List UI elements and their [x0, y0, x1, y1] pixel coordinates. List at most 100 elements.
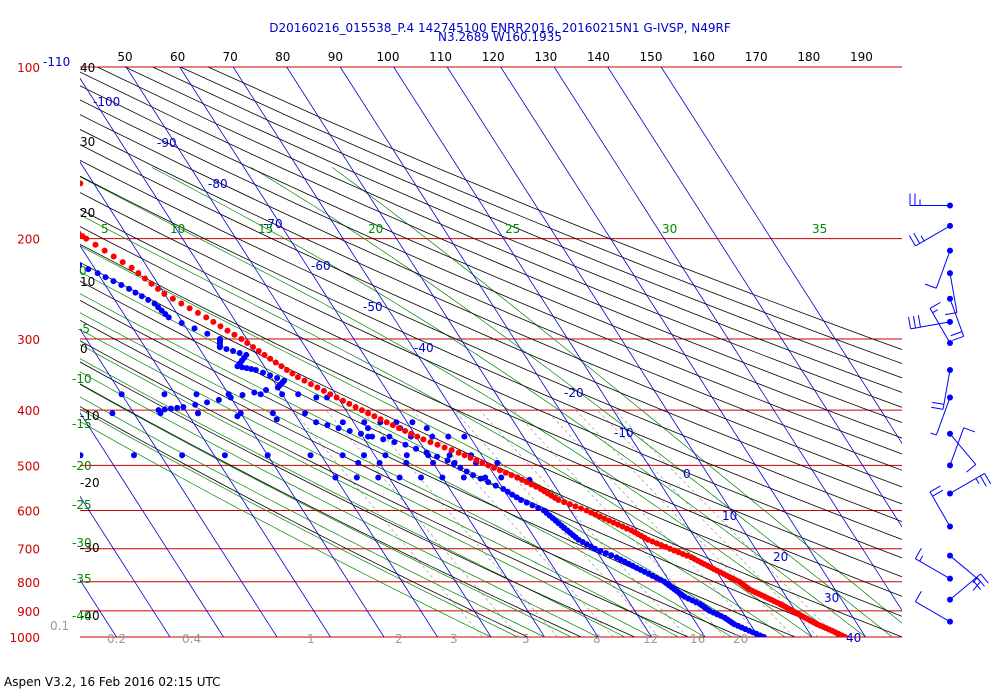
- dewpoint-point: [509, 491, 516, 498]
- temperature-point: [434, 441, 441, 448]
- temperature-point: [508, 472, 515, 479]
- mixing-ratio-12: [575, 409, 795, 637]
- dewpoint-point: [518, 497, 525, 504]
- wind-barb-staff: [915, 558, 951, 580]
- temperature-point: [606, 517, 613, 524]
- wind-barb-flag: [963, 427, 976, 433]
- temperature-point: [255, 348, 262, 355]
- temperature-point: [194, 309, 201, 316]
- moist-adiabat-5: [80, 293, 732, 637]
- dewpoint-scatter-point: [446, 452, 453, 459]
- wind-barb-staff: [949, 473, 985, 494]
- temperature-point: [578, 505, 585, 512]
- dewpoint-scatter-point: [365, 433, 372, 440]
- pressure-label-100: 100: [17, 61, 40, 75]
- pressure-label-400: 400: [17, 404, 40, 418]
- dewpoint-point: [485, 479, 492, 486]
- temperature-point: [231, 331, 238, 338]
- dewpoint-scatter-point: [353, 474, 360, 481]
- isotherm-label--10: -10: [614, 426, 634, 440]
- footer-caption: Aspen V3.2, 16 Feb 2016 02:15 UTC: [4, 675, 221, 689]
- temperature-point: [592, 511, 599, 518]
- dewpoint-point: [132, 289, 139, 296]
- top-tick-150: 150: [640, 50, 663, 64]
- dewpoint-scatter-point: [460, 474, 467, 481]
- temperature-point: [339, 397, 346, 404]
- temperature-point: [473, 457, 480, 464]
- mixing-ratio-8: [546, 409, 762, 637]
- dry-adiabat-420: [80, 85, 902, 439]
- temperature-point: [49, 207, 55, 213]
- isotherm--80: [80, 328, 278, 637]
- top-tick-50: 50: [117, 50, 132, 64]
- dewpoint-point: [178, 319, 185, 326]
- isotherm-label-10: 10: [722, 509, 737, 523]
- dewpoint-scatter-point: [237, 410, 244, 417]
- wind-barb-flag: [917, 315, 921, 328]
- dry-adiabat-460: [152, 67, 902, 379]
- top-tick-130: 130: [534, 50, 557, 64]
- wind-barb-flag: [966, 464, 977, 473]
- temperature-point: [238, 335, 245, 342]
- moist-adiabat-40: [331, 167, 902, 624]
- dewpoint-point: [215, 396, 222, 403]
- dewpoint-point: [274, 375, 281, 382]
- dry-adiabat-440: [97, 67, 902, 408]
- moist-adiabat-label--25: -25: [72, 498, 92, 512]
- wind-barb-staff: [942, 369, 951, 410]
- moist-adiabat-label--10: -10: [72, 372, 92, 386]
- dewpoint-point: [457, 464, 464, 471]
- temperature-point: [514, 474, 521, 481]
- temperature-point: [420, 436, 427, 443]
- isotherm--40: [125, 67, 492, 637]
- dewpoint-point: [608, 552, 615, 559]
- temperature-point: [467, 454, 474, 461]
- wind-barb-flag: [984, 473, 992, 485]
- dry-adiabat-240: [80, 406, 528, 637]
- temperature-point: [119, 259, 126, 266]
- moist-adiabat-label--15: -15: [72, 417, 92, 431]
- temperature-point: [408, 430, 415, 437]
- isotherm-label-0: 0: [683, 467, 691, 481]
- temperature-point: [272, 359, 279, 366]
- temperature-point: [110, 253, 117, 260]
- isotherm--30: [179, 67, 545, 637]
- temperature-point: [161, 290, 168, 297]
- dewpoint-point: [602, 550, 609, 557]
- dewpoint-scatter-point: [307, 452, 314, 459]
- moist-adiabat--20: [80, 371, 599, 637]
- dry-adiabat-380: [80, 144, 902, 505]
- isotherm--90: [80, 412, 224, 637]
- dewpoint-point: [313, 419, 320, 426]
- dewpoint-point: [223, 346, 230, 353]
- dewpoint-point: [324, 422, 331, 429]
- dewpoint-scatter-point: [439, 474, 446, 481]
- mixing-ratio-label-16: 16: [690, 632, 705, 646]
- dry-adiabat-350: [80, 192, 902, 559]
- temperature-point: [479, 459, 486, 466]
- dewpoint-point: [492, 482, 499, 489]
- moist-adiabat-label-5: 5: [101, 222, 109, 236]
- mixing-ratio-label-20: 20: [733, 632, 748, 646]
- mixing-ratio-label-5: 5: [522, 632, 530, 646]
- top-tick-170: 170: [745, 50, 768, 64]
- wind-barb-staff: [935, 250, 951, 289]
- dewpoint-scatter-point: [161, 391, 168, 398]
- isotherm-0: [339, 67, 706, 637]
- dewpoint-point: [180, 404, 187, 411]
- dry-adiabat-270: [80, 340, 689, 637]
- moist-adiabat-label-20: 20: [368, 222, 383, 236]
- temperature-point: [128, 264, 135, 271]
- dewpoint-point: [102, 274, 109, 281]
- moist-adiabat--25: [80, 384, 572, 637]
- dewpoint-point: [463, 468, 470, 475]
- dewpoint-scatter-point: [361, 419, 368, 426]
- moist-adiabat-label-30: 30: [662, 222, 677, 236]
- dewpoint-point: [413, 445, 420, 452]
- dry-adiabat-330: [80, 226, 902, 597]
- temperature-point: [148, 280, 155, 287]
- left-tick-40: 40: [80, 61, 95, 75]
- isotherm-label--80: -80: [208, 177, 228, 191]
- dewpoint-point: [57, 253, 63, 259]
